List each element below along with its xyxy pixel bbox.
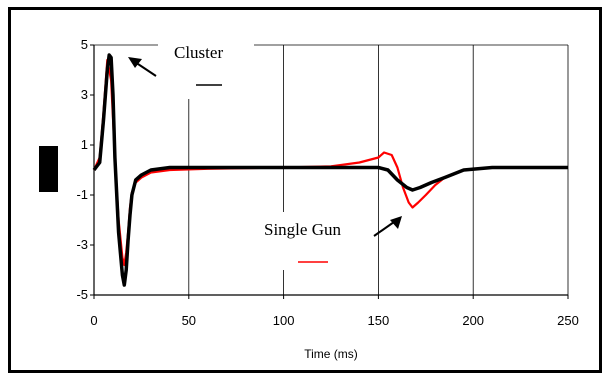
y-tick-label: -1 bbox=[76, 187, 88, 202]
y-tick-label: -5 bbox=[76, 287, 88, 302]
y-tick-label: 5 bbox=[81, 37, 88, 52]
x-tick-label: 150 bbox=[368, 313, 390, 328]
cluster-label-bg bbox=[158, 33, 254, 99]
cluster-arrow-head bbox=[128, 57, 142, 68]
cluster-label: Cluster bbox=[174, 43, 223, 62]
y-tick-label: 3 bbox=[81, 87, 88, 102]
x-tick-label: 100 bbox=[273, 313, 295, 328]
x-tick-label: 250 bbox=[557, 313, 579, 328]
single-gun-label-bg bbox=[258, 212, 376, 270]
x-tick-label: 0 bbox=[90, 313, 97, 328]
series-line-cluster bbox=[92, 53, 568, 287]
x-tick-label: 50 bbox=[182, 313, 196, 328]
y-axis-title-box bbox=[39, 146, 58, 192]
single-gun-label: Single Gun bbox=[264, 220, 341, 239]
series-lines bbox=[92, 53, 568, 287]
y-tick-label: -3 bbox=[76, 237, 88, 252]
cluster-arrow-shaft bbox=[134, 61, 157, 77]
x-tick-label: 200 bbox=[462, 313, 484, 328]
x-axis-title: Time (ms) bbox=[304, 347, 358, 361]
y-tick-label: 1 bbox=[81, 137, 88, 152]
single-gun-arrow-head bbox=[390, 216, 402, 229]
single-gun-arrow-shaft bbox=[373, 221, 395, 237]
